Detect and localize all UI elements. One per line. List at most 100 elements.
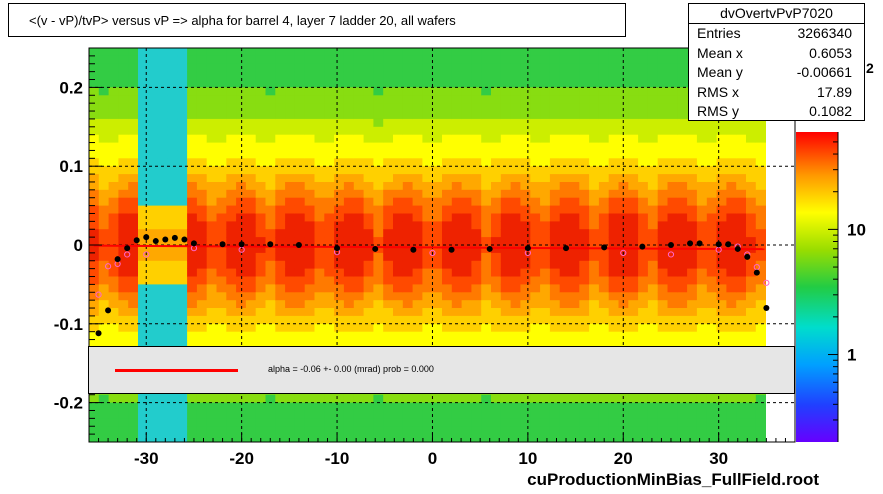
heatmap-cell (294, 205, 306, 214)
heatmap-cell (755, 426, 766, 435)
heatmap-cell (628, 189, 639, 199)
heatmap-cell (265, 426, 276, 435)
heatmap-cell (638, 150, 649, 159)
heatmap-cell (481, 174, 492, 183)
heatmap-cell (402, 48, 413, 57)
heatmap-cell (157, 182, 168, 191)
heatmap-cell (608, 142, 619, 151)
heatmap-cell (608, 426, 619, 435)
heatmap-cell (589, 95, 600, 104)
heatmap-cell (481, 308, 492, 317)
heatmap-cell (608, 174, 619, 183)
heatmap-cell (491, 158, 502, 167)
heatmap-cell (353, 284, 364, 293)
heatmap-cell (304, 95, 315, 104)
heatmap-cell (216, 158, 227, 167)
heatmap-cell (422, 260, 433, 270)
heatmap-cell (294, 426, 306, 435)
heatmap-cell (177, 229, 188, 238)
heatmap-cell (608, 150, 619, 159)
heatmap-cell (628, 63, 639, 73)
heatmap-cell (373, 158, 384, 167)
heatmap-cell (108, 118, 119, 128)
heatmap-cell (687, 292, 698, 301)
heatmap-cell (412, 63, 423, 73)
heatmap-cell (324, 111, 335, 120)
heatmap-cell (255, 95, 266, 104)
heatmap-cell (343, 221, 355, 230)
heatmap-cell (608, 79, 619, 88)
heatmap-cell (598, 158, 610, 167)
heatmap-cell (520, 276, 531, 285)
heatmap-cell (196, 308, 208, 317)
heatmap-cell (334, 111, 345, 120)
heatmap-cell (451, 197, 462, 206)
heatmap-cell (647, 150, 659, 159)
heatmap-cell (491, 434, 502, 442)
heatmap-cell (726, 197, 737, 206)
heatmap-cell (226, 166, 237, 175)
heatmap-cell (471, 48, 482, 57)
heatmap-cell (187, 308, 198, 317)
heatmap-cell (716, 434, 727, 442)
heatmap-cell (275, 339, 286, 348)
heatmap-cell (128, 410, 139, 419)
heatmap-cell (579, 142, 590, 151)
heatmap-cell (628, 71, 639, 80)
heatmap-cell (726, 434, 737, 442)
heatmap-cell (500, 237, 511, 246)
heatmap-cell (432, 63, 443, 73)
heatmap-cell (343, 394, 355, 403)
heatmap-cell (393, 308, 404, 317)
heatmap-cell (334, 237, 345, 246)
heatmap-cell (236, 221, 247, 230)
heatmap-cell (108, 418, 119, 427)
heatmap-cell (128, 118, 139, 128)
heatmap-cell (667, 205, 678, 214)
heatmap-cell (265, 71, 276, 80)
heatmap-cell (559, 79, 570, 88)
heatmap-cell (128, 197, 139, 206)
heatmap-cell (520, 142, 531, 151)
heatmap-cell (716, 237, 727, 246)
heatmap-cell (314, 245, 325, 254)
heatmap-cell (696, 339, 708, 348)
heatmap-cell (128, 276, 139, 285)
heatmap-cell (275, 323, 286, 333)
heatmap-cell (755, 158, 766, 167)
heatmap-cell (147, 205, 158, 214)
heatmap-cell (628, 276, 639, 285)
heatmap-cell (432, 426, 443, 435)
heatmap-cell (569, 252, 580, 262)
heatmap-cell (98, 276, 109, 285)
heatmap-cell (373, 331, 384, 340)
heatmap-cell (402, 63, 413, 73)
heatmap-cell (363, 95, 374, 104)
heatmap-cell (216, 434, 227, 442)
heatmap-cell (265, 48, 276, 57)
heatmap-cell (196, 158, 208, 167)
heatmap-cell (402, 221, 413, 230)
heatmap-cell (412, 402, 423, 411)
heatmap-cell (89, 142, 100, 151)
heatmap-cell (393, 189, 404, 199)
heatmap-cell (108, 197, 119, 206)
heatmap-cell (383, 166, 394, 175)
heatmap-cell (245, 134, 257, 143)
heatmap-cell (196, 174, 208, 183)
heatmap-cell (89, 252, 100, 262)
heatmap-cell (432, 268, 443, 277)
heatmap-cell (294, 111, 306, 120)
heatmap-cell (128, 55, 139, 65)
heatmap-cell (245, 55, 257, 65)
heatmap-cell (353, 418, 364, 427)
heatmap-cell (196, 394, 208, 403)
heatmap-cell (245, 308, 257, 317)
heatmap-cell (89, 213, 100, 222)
heatmap-cell (628, 260, 639, 270)
heatmap-cell (726, 418, 737, 427)
heatmap-cell (304, 292, 315, 301)
heatmap-cell (461, 331, 472, 340)
heatmap-cell (245, 252, 257, 262)
heatmap-cell (245, 48, 257, 57)
